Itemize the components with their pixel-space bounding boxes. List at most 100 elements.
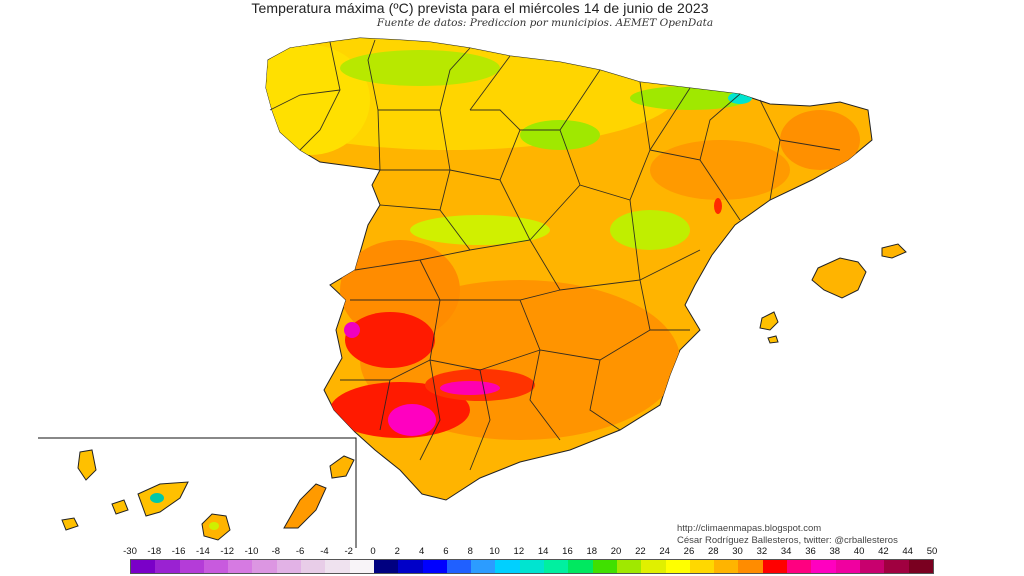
legend-swatch xyxy=(131,560,156,573)
peninsula-map xyxy=(265,37,873,501)
legend-label: 50 xyxy=(926,546,938,557)
legend-swatch xyxy=(519,560,545,573)
temp-zone-green-pyrenees xyxy=(630,86,750,110)
temp-zone-green-cantabria xyxy=(340,50,500,86)
legend-label: 22 xyxy=(635,546,646,557)
legend-label: 10 xyxy=(489,546,500,557)
legend-swatch xyxy=(689,560,715,573)
legend-swatch xyxy=(592,560,617,573)
legend-swatch xyxy=(859,560,885,573)
la-palma-shape xyxy=(77,449,97,481)
temp-zone-orange-catalonia xyxy=(780,110,860,170)
legend-swatch xyxy=(908,560,933,573)
legend-swatch xyxy=(228,560,253,573)
lanzarote-shape xyxy=(329,455,355,479)
legend-label: -18 xyxy=(147,546,162,557)
legend-swatch xyxy=(787,560,812,573)
map-subtitle: Fuente de datos: Prediccion por municipi… xyxy=(376,17,714,29)
credit-author: César Rodríguez Ballesteros, twitter: @c… xyxy=(677,535,898,546)
legend-label: -8 xyxy=(271,546,281,557)
legend-label: 28 xyxy=(707,546,719,557)
menorca-shape xyxy=(881,243,907,259)
legend-swatch xyxy=(641,560,666,573)
legend-swatch xyxy=(203,560,229,573)
temp-zone-red-extremadura xyxy=(345,312,435,368)
legend-swatch xyxy=(811,560,836,573)
el-hierro-shape xyxy=(61,517,79,531)
legend-swatch xyxy=(325,560,350,573)
legend-swatch xyxy=(616,560,642,573)
legend-swatch xyxy=(884,560,909,573)
legend-label: 26 xyxy=(683,546,695,557)
legend-label: 32 xyxy=(756,546,768,557)
teide-zone xyxy=(150,493,164,503)
legend-label: -14 xyxy=(196,546,210,557)
legend-label: 30 xyxy=(732,546,743,557)
legend-swatch xyxy=(762,560,788,573)
legend-label: 8 xyxy=(467,546,473,557)
legend-label: 4 xyxy=(418,546,425,557)
legend-label: 18 xyxy=(586,546,598,557)
legend-swatch xyxy=(544,560,569,573)
legend-swatch xyxy=(252,560,277,573)
legend-labels: -30 -18 -16 -14 -12 -10 -8 -6 -4 -2 0 2 4 6 8 10 12 14 16 1… xyxy=(120,546,938,560)
legend-label: 40 xyxy=(853,546,865,557)
fuerteventura-shape xyxy=(283,483,327,529)
legend-swatch xyxy=(373,560,399,573)
legend-swatch xyxy=(276,560,302,573)
legend-swatch xyxy=(835,560,860,573)
mallorca-shape xyxy=(811,257,867,299)
legend-label: 24 xyxy=(659,546,670,557)
temp-zone-magenta-sevilla xyxy=(388,404,436,436)
ibiza-shape xyxy=(759,311,779,331)
legend-swatch xyxy=(738,560,763,573)
legend-label: -6 xyxy=(295,546,305,557)
temp-zone-orange-ebro xyxy=(650,140,790,200)
legend-swatch xyxy=(665,560,690,573)
temp-zone-green-teruel xyxy=(610,210,690,250)
canarias-inset xyxy=(38,437,357,548)
legend-swatch xyxy=(422,560,447,573)
legend-label: -12 xyxy=(220,546,235,557)
credit-url: http://climaenmapas.blogspot.com xyxy=(677,523,822,534)
legend-swatch xyxy=(301,560,326,573)
legend-swatch xyxy=(349,560,374,573)
temp-zone-green-iberian xyxy=(520,120,600,150)
temp-zone-green-central xyxy=(410,215,550,245)
legend-label: -30 xyxy=(123,546,137,557)
legend-label: -16 xyxy=(171,546,186,557)
legend-swatch xyxy=(179,560,204,573)
legend-label: 44 xyxy=(902,546,913,557)
legend-swatch xyxy=(714,560,739,573)
legend-label: 36 xyxy=(805,546,816,557)
legend-label: -4 xyxy=(320,546,329,557)
legend-label: 16 xyxy=(562,546,573,557)
legend-label: 20 xyxy=(610,546,622,557)
baleares-map xyxy=(759,243,907,344)
legend-swatch xyxy=(568,560,593,573)
legend-swatch xyxy=(155,560,180,573)
legend-label: 12 xyxy=(513,546,525,557)
color-legend: -30 -18 -16 -14 -12 -10 -8 -6 -4 -2 0 2 4 6 8 10 12 14 16 1… xyxy=(120,546,938,574)
legend-swatch xyxy=(471,560,496,573)
legend-label: 42 xyxy=(878,546,889,557)
legend-label: 6 xyxy=(443,546,449,557)
gran-canaria-summit-zone xyxy=(209,522,219,530)
temp-zone-magenta-badajoz xyxy=(344,322,360,338)
legend-label: 14 xyxy=(537,546,549,557)
legend-label: 0 xyxy=(370,546,376,557)
legend-label: 38 xyxy=(829,546,841,557)
legend-swatch xyxy=(446,560,472,573)
legend-color-bar xyxy=(130,559,934,574)
legend-swatch xyxy=(398,560,423,573)
legend-label: 34 xyxy=(780,546,792,557)
map-title: Temperatura máxima (ºC) prevista para el… xyxy=(251,0,709,16)
legend-label: -10 xyxy=(244,546,259,557)
formentera-shape xyxy=(767,335,779,344)
temp-zone-yellow-galicia xyxy=(266,45,370,155)
temp-zone-red-valencia xyxy=(714,198,722,214)
la-gomera-shape xyxy=(111,499,129,515)
inset-frame xyxy=(38,437,357,548)
temp-zone-magenta-cordoba xyxy=(440,381,500,395)
